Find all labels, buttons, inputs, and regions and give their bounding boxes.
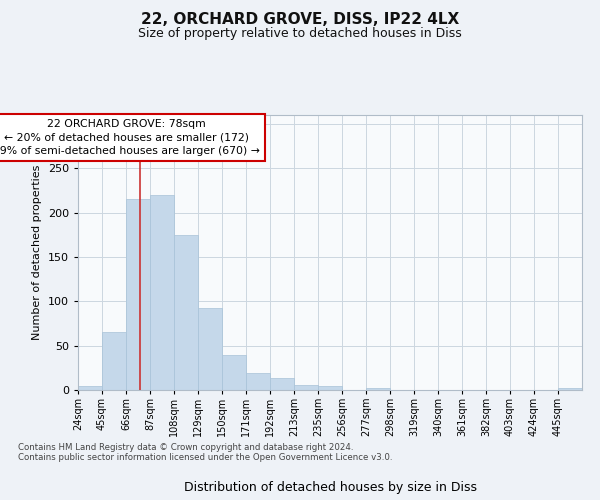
Bar bbox=[270, 378, 294, 390]
Text: Contains HM Land Registry data © Crown copyright and database right 2024.
Contai: Contains HM Land Registry data © Crown c… bbox=[18, 442, 392, 462]
Text: 22, ORCHARD GROVE, DISS, IP22 4LX: 22, ORCHARD GROVE, DISS, IP22 4LX bbox=[141, 12, 459, 28]
Bar bbox=[294, 384, 318, 390]
X-axis label: Distribution of detached houses by size in Diss: Distribution of detached houses by size … bbox=[184, 481, 476, 494]
Bar bbox=[126, 200, 150, 390]
Bar bbox=[150, 195, 174, 390]
Bar bbox=[198, 308, 222, 390]
Text: 22 ORCHARD GROVE: 78sqm
← 20% of detached houses are smaller (172)
79% of semi-d: 22 ORCHARD GROVE: 78sqm ← 20% of detache… bbox=[0, 120, 259, 156]
Bar bbox=[366, 388, 390, 390]
Bar bbox=[102, 332, 126, 390]
Text: Size of property relative to detached houses in Diss: Size of property relative to detached ho… bbox=[138, 28, 462, 40]
Bar bbox=[174, 235, 198, 390]
Bar bbox=[558, 388, 582, 390]
Bar bbox=[246, 373, 270, 390]
Bar bbox=[222, 354, 246, 390]
Bar bbox=[78, 386, 102, 390]
Y-axis label: Number of detached properties: Number of detached properties bbox=[32, 165, 42, 340]
Bar bbox=[318, 386, 342, 390]
